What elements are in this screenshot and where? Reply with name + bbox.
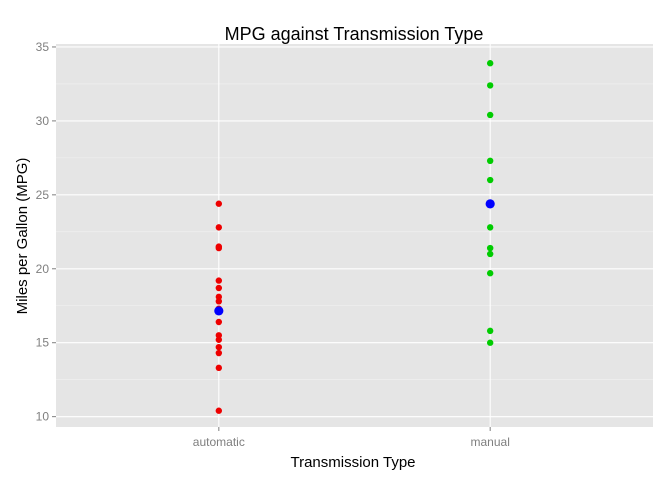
- y-tick-label: 20: [36, 262, 50, 276]
- data-point: [215, 364, 223, 372]
- data-point: [215, 407, 223, 414]
- data-point: [215, 318, 223, 326]
- data-point: [486, 111, 494, 119]
- data-point: [215, 200, 223, 207]
- x-tick-label: automatic: [193, 435, 245, 449]
- data-point: [486, 157, 494, 165]
- data-point: [215, 284, 223, 292]
- x-tick-label: manual: [471, 435, 510, 449]
- data-points: [214, 60, 495, 414]
- data-point: [215, 244, 223, 252]
- y-axis-title: Miles per Gallon (MPG): [14, 158, 31, 315]
- grid: [56, 44, 653, 427]
- plot-panel: [56, 44, 653, 427]
- mean-point: [214, 306, 224, 316]
- x-axis-title: Transmission Type: [290, 454, 415, 471]
- data-point: [215, 277, 223, 284]
- data-point: [215, 293, 223, 301]
- x-axis-ticks: automatic manual: [193, 427, 510, 449]
- y-tick-label: 25: [36, 188, 50, 202]
- y-axis-ticks: 10 15 20 25 30 35: [36, 40, 56, 424]
- y-tick-label: 30: [36, 114, 50, 128]
- data-point: [486, 270, 494, 277]
- data-point: [215, 349, 223, 357]
- chart-title: MPG against Transmission Type: [225, 24, 484, 44]
- data-point: [486, 176, 494, 184]
- data-point: [215, 332, 223, 339]
- data-point: [486, 224, 494, 231]
- data-point: [486, 339, 494, 346]
- data-point: [215, 336, 223, 343]
- y-tick-label: 15: [36, 336, 50, 350]
- y-tick-label: 35: [36, 40, 50, 54]
- mean-point: [485, 199, 495, 209]
- y-tick-label: 10: [36, 410, 50, 424]
- data-point: [486, 82, 494, 89]
- data-point: [215, 224, 223, 231]
- data-point: [486, 327, 494, 335]
- data-point: [486, 244, 494, 252]
- data-point: [215, 343, 223, 351]
- data-point: [215, 298, 223, 305]
- data-point: [486, 250, 494, 258]
- data-point: [486, 60, 494, 67]
